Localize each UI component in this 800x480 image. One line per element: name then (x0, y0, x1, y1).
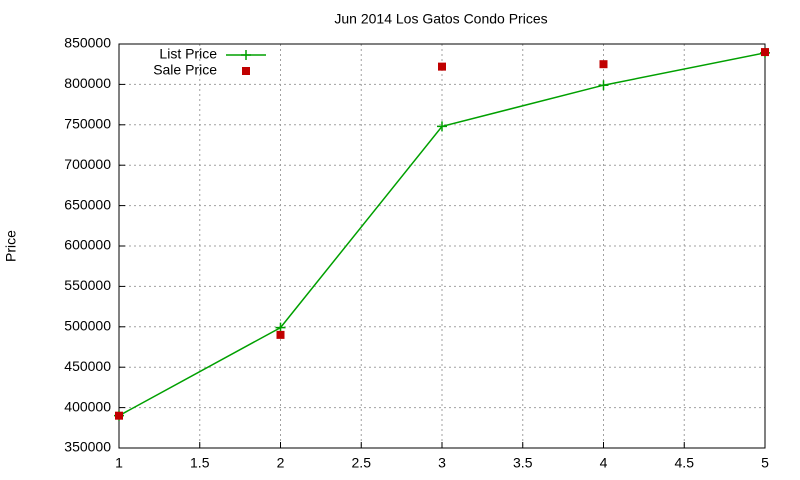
y-tick-label: 800000 (64, 75, 111, 91)
point-marker (241, 50, 251, 60)
x-tick-label: 1 (115, 455, 123, 471)
x-tick-label: 3 (438, 455, 446, 471)
point-marker (276, 330, 285, 339)
x-tick-label: 2 (277, 455, 285, 471)
y-tick-label: 750000 (64, 116, 111, 132)
y-tick-label: 550000 (64, 277, 111, 293)
point-marker (438, 62, 446, 71)
y-tick-label: 350000 (64, 439, 111, 455)
y-tick-label: 600000 (64, 237, 111, 253)
y-tick-label: 500000 (64, 318, 111, 334)
point-marker (761, 48, 769, 57)
y-tick-label: 700000 (64, 156, 111, 172)
y-tick-label: 450000 (64, 358, 111, 374)
x-tick-label: 5 (761, 455, 769, 471)
point-marker (599, 60, 608, 69)
point-marker (437, 121, 447, 132)
point-marker (242, 67, 250, 75)
x-tick-label: 2.5 (352, 455, 372, 471)
x-tick-label: 4.5 (675, 455, 695, 471)
y-tick-label: 650000 (64, 196, 111, 212)
x-tick-label: 1.5 (190, 455, 210, 471)
x-tick-label: 4 (600, 455, 608, 471)
legend-label: Sale Price (153, 62, 217, 78)
plot-border (118, 43, 766, 449)
point-marker (115, 411, 123, 420)
y-tick-label: 400000 (64, 398, 111, 414)
point-marker (598, 80, 609, 91)
legend-label: List Price (159, 46, 217, 62)
y-axis-label: Price (3, 230, 19, 262)
x-tick-label: 3.5 (513, 455, 533, 471)
y-tick-label: 850000 (64, 35, 111, 51)
chart-title: Jun 2014 Los Gatos Condo Prices (334, 11, 547, 27)
